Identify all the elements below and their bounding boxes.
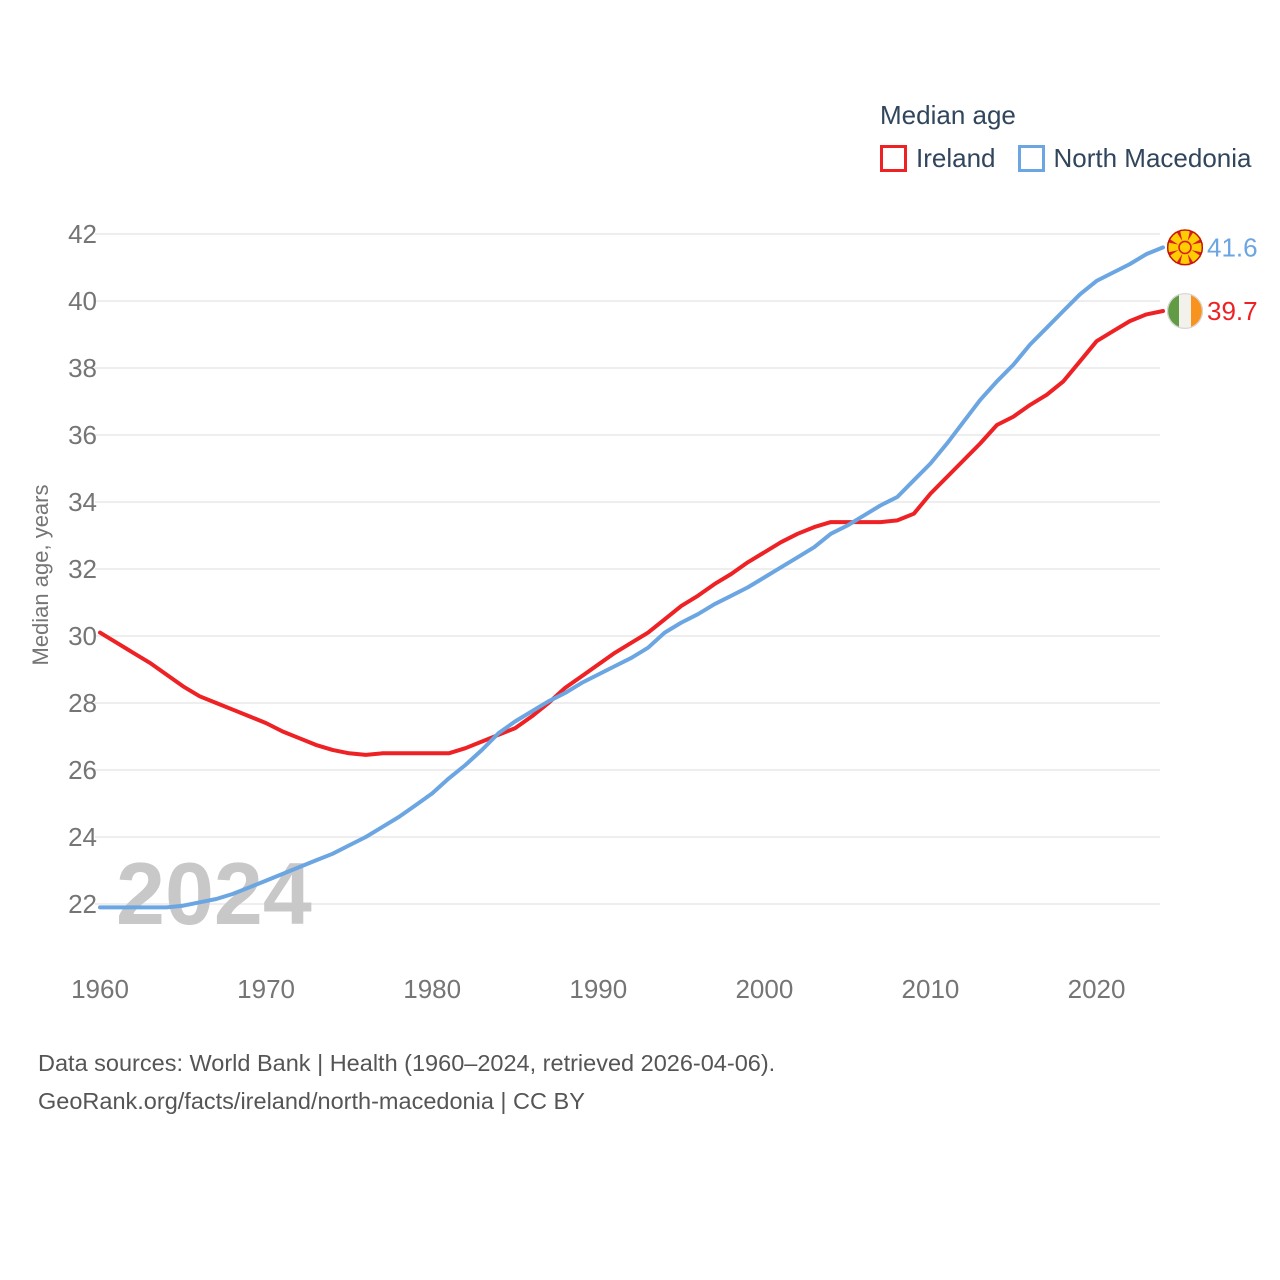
legend-title: Median age xyxy=(880,100,1016,130)
ireland-legend-label: Ireland xyxy=(916,143,996,173)
ireland-end-value: 39.7 xyxy=(1207,296,1258,326)
legend-item-north-macedonia[interactable]: North Macedonia xyxy=(1017,143,1252,174)
gridlines xyxy=(95,233,1160,905)
y-axis-tick-labels: 22 24 26 28 30 32 34 36 38 40 42 xyxy=(68,219,97,919)
north-macedonia-legend-swatch[interactable] xyxy=(1017,145,1045,172)
north-macedonia-legend-label: North Macedonia xyxy=(1053,143,1252,173)
x-tick-label: 1980 xyxy=(403,974,461,1004)
y-tick-label: 26 xyxy=(68,755,97,785)
ireland-legend-swatch[interactable] xyxy=(880,145,907,172)
north-macedonia-flag-icon xyxy=(1167,229,1203,266)
x-tick-label: 2020 xyxy=(1068,974,1126,1004)
ireland-flag-icon xyxy=(1167,293,1203,329)
y-tick-label: 30 xyxy=(68,621,97,651)
y-tick-label: 40 xyxy=(68,286,97,316)
x-tick-label: 1990 xyxy=(569,974,627,1004)
legend: Median age Ireland North Macedonia xyxy=(880,100,1252,174)
y-tick-label: 24 xyxy=(68,822,97,852)
x-axis-tick-labels: 1960 1970 1980 1990 2000 2010 2020 xyxy=(71,974,1125,1004)
legend-items: Ireland North Macedonia xyxy=(880,143,1252,174)
y-tick-label: 38 xyxy=(68,353,97,383)
y-tick-label: 42 xyxy=(68,219,97,249)
y-tick-label: 28 xyxy=(68,688,97,718)
footer-data-sources: Data sources: World Bank | Health (1960–… xyxy=(38,1050,776,1076)
watermark-year: 2024 xyxy=(116,844,312,943)
footer-attribution: GeoRank.org/facts/ireland/north-macedoni… xyxy=(38,1088,585,1114)
y-tick-label: 32 xyxy=(68,554,97,584)
y-tick-label: 22 xyxy=(68,889,97,919)
north-macedonia-line xyxy=(98,245,1165,910)
legend-item-ireland[interactable]: Ireland xyxy=(880,143,996,174)
north-macedonia-end-value: 41.6 xyxy=(1207,232,1258,262)
y-tick-label: 34 xyxy=(68,487,97,517)
series-end-labels: 39.7 41.6 xyxy=(1207,232,1258,326)
x-tick-label: 1970 xyxy=(237,974,295,1004)
series-lines xyxy=(98,245,1165,910)
y-tick-label: 36 xyxy=(68,420,97,450)
x-tick-label: 1960 xyxy=(71,974,129,1004)
y-axis-title: Median age, years xyxy=(28,485,53,666)
footer: Data sources: World Bank | Health (1960–… xyxy=(38,1044,775,1120)
x-tick-label: 2010 xyxy=(902,974,960,1004)
ireland-line xyxy=(98,309,1165,757)
x-tick-label: 2000 xyxy=(735,974,793,1004)
